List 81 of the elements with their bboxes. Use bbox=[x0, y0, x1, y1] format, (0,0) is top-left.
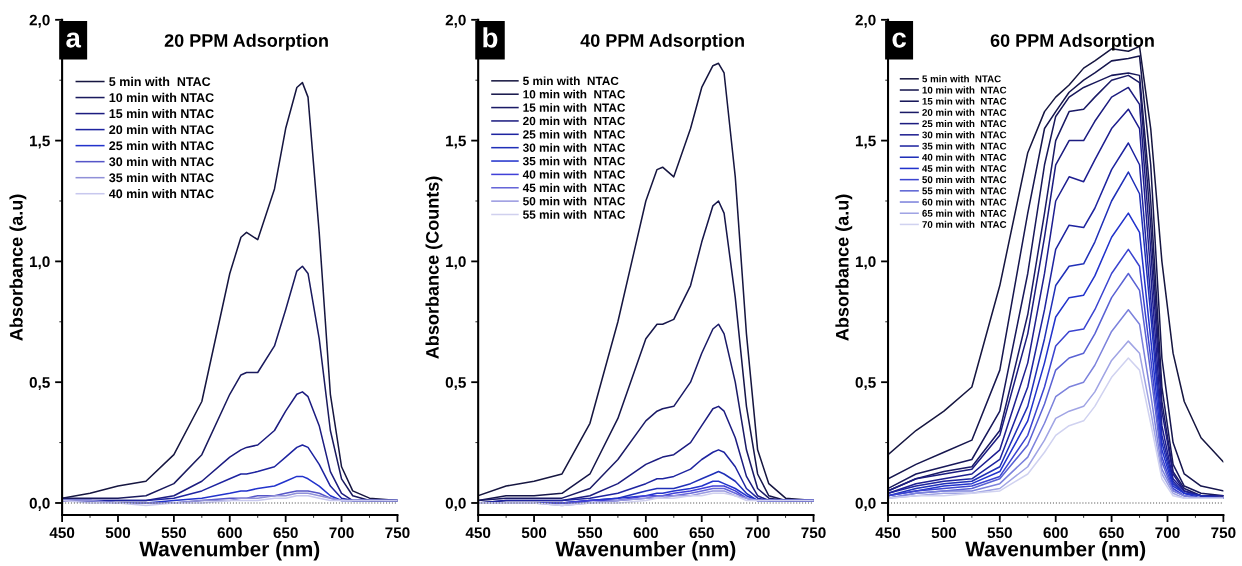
text: 20 PPM Adsorption bbox=[164, 33, 328, 51]
x-tick-label: 600 bbox=[633, 527, 658, 539]
legend-label: 10 min with NTAC bbox=[922, 86, 1007, 94]
legend-label: 30 min with NTAC bbox=[109, 156, 214, 167]
legend-label: 5 min with NTAC bbox=[922, 75, 1001, 83]
legend-label: 45 min with NTAC bbox=[922, 164, 1007, 172]
legend-label: 70 min with NTAC bbox=[922, 220, 1007, 228]
legend-label: 35 min with NTAC bbox=[109, 173, 214, 183]
x-tick-label: 500 bbox=[931, 527, 957, 539]
y-tick-label: 0,0 bbox=[29, 497, 50, 511]
x-tick-label: 750 bbox=[1211, 527, 1236, 539]
annotation: b bbox=[483, 27, 498, 48]
x-axis-title: Wavenumber (nm) bbox=[555, 541, 736, 561]
y-tick-label: 0,5 bbox=[855, 377, 876, 391]
y-tick-label: 2,0 bbox=[29, 14, 50, 28]
legend-label: 25 min with NTAC bbox=[922, 119, 1007, 128]
x-tick-label: 700 bbox=[329, 527, 354, 539]
legend-label: 40 min with NTAC bbox=[922, 153, 1007, 161]
text: 40 PPM Adsorption bbox=[580, 33, 744, 51]
x-tick-label: 650 bbox=[1099, 527, 1124, 539]
legend-label: 10 min with NTAC bbox=[109, 92, 214, 103]
legend-label: 55 min with NTAC bbox=[922, 187, 1007, 195]
legend-label: 25 min with NTAC bbox=[523, 129, 626, 139]
y-tick-label: 0,5 bbox=[445, 377, 466, 391]
y-tick-label: 2,0 bbox=[445, 14, 466, 28]
y-axis-title: Absorbance (a.u) bbox=[9, 194, 27, 341]
y-axis-title: Absorbance (a.u) bbox=[835, 194, 853, 341]
y-tick-label: 0,5 bbox=[29, 377, 50, 391]
x-tick-label: 650 bbox=[273, 527, 298, 539]
legend-label: 20 min with NTAC bbox=[523, 116, 626, 126]
y-tick-label: 2,0 bbox=[855, 14, 876, 28]
legend-label: 35 min with NTAC bbox=[522, 156, 626, 166]
x-tick-label: 450 bbox=[875, 527, 901, 539]
legend-label: 65 min with NTAC bbox=[922, 209, 1007, 217]
legend-label: 20 min with NTAC bbox=[922, 108, 1007, 116]
legend-label: 50 min with NTAC bbox=[922, 175, 1007, 184]
legend-label: 30 min with NTAC bbox=[922, 131, 1007, 139]
x-tick-label: 550 bbox=[987, 527, 1012, 539]
legend-label: 15 min with NTAC bbox=[922, 97, 1007, 105]
y-tick-label: 1,0 bbox=[446, 256, 466, 270]
legend-label: 30 min with NTAC bbox=[522, 143, 626, 152]
legend-label: 40 min with NTAC bbox=[109, 189, 214, 199]
x-axis-title: Wavenumber (nm) bbox=[139, 541, 320, 561]
x-tick-label: 650 bbox=[689, 527, 714, 539]
legend-label: 15 min with NTAC bbox=[109, 108, 214, 119]
legend-label: 20 min with NTAC bbox=[109, 124, 214, 135]
legend-label: 25 min with NTAC bbox=[109, 140, 214, 151]
x-tick-label: 500 bbox=[105, 527, 131, 539]
legend-label: 35 min with NTAC bbox=[922, 142, 1007, 150]
legend-label: 5 min with NTAC bbox=[109, 76, 211, 87]
y-axis-title: Absorbance (Counts) bbox=[425, 176, 443, 359]
legend-label: 5 min with NTAC bbox=[523, 76, 619, 86]
y-tick-label: 1,0 bbox=[30, 256, 50, 270]
y-tick-label: 0,0 bbox=[445, 497, 466, 511]
legend-label: 55 min with NTAC bbox=[523, 210, 626, 219]
x-tick-label: 750 bbox=[801, 527, 826, 539]
legend-label: 40 min with NTAC bbox=[522, 169, 626, 179]
annotation: a bbox=[66, 32, 82, 48]
y-tick-label: 1,5 bbox=[30, 135, 50, 149]
annotation: c bbox=[892, 32, 907, 48]
x-tick-label: 550 bbox=[577, 527, 603, 539]
text: 60 PPM Adsorption bbox=[990, 33, 1154, 51]
x-tick-label: 550 bbox=[161, 527, 186, 539]
x-tick-label: 700 bbox=[1155, 527, 1180, 539]
x-axis-title: Wavenumber (nm) bbox=[965, 541, 1146, 561]
legend-label: 60 min with NTAC bbox=[922, 198, 1007, 206]
x-tick-label: 600 bbox=[1043, 527, 1068, 539]
legend-label: 10 min with NTAC bbox=[523, 89, 626, 99]
legend-label: 15 min with NTAC bbox=[523, 103, 626, 112]
x-tick-label: 600 bbox=[217, 527, 242, 539]
y-tick-label: 1,0 bbox=[855, 256, 876, 270]
x-tick-label: 450 bbox=[49, 527, 75, 539]
legend-label: 45 min with NTAC bbox=[522, 183, 626, 193]
x-tick-label: 700 bbox=[745, 527, 770, 539]
x-tick-label: 750 bbox=[385, 527, 410, 539]
y-tick-label: 1,5 bbox=[446, 135, 466, 149]
y-tick-label: 0,0 bbox=[855, 497, 876, 511]
x-tick-label: 450 bbox=[465, 527, 491, 539]
legend-label: 50 min with NTAC bbox=[523, 196, 626, 206]
y-tick-label: 1,5 bbox=[855, 135, 876, 149]
x-tick-label: 500 bbox=[521, 527, 547, 539]
